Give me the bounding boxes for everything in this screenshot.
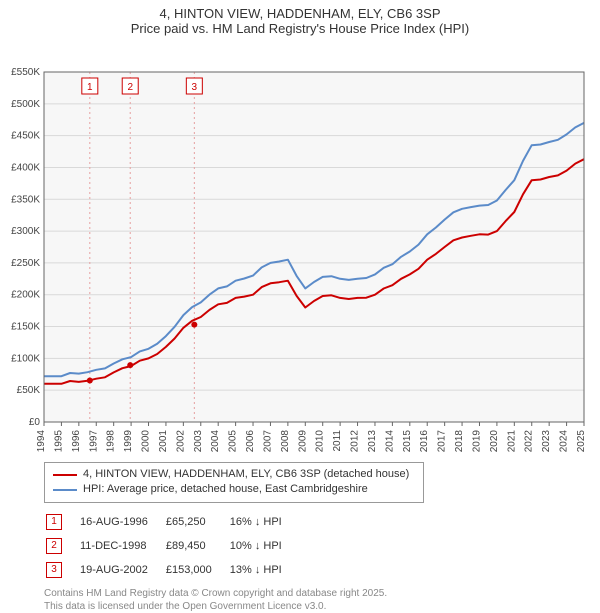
svg-text:2003: 2003 — [193, 430, 204, 453]
svg-text:2006: 2006 — [245, 430, 256, 453]
anno-delta: 16% ↓ HPI — [230, 511, 298, 533]
legend-swatch — [53, 474, 77, 476]
anno-price: £89,450 — [166, 535, 228, 557]
table-row: 3 19-AUG-2002£153,00013% ↓ HPI — [46, 559, 298, 581]
anno-price: £153,000 — [166, 559, 228, 581]
table-row: 1 16-AUG-1996£65,25016% ↓ HPI — [46, 511, 298, 533]
marker-badge: 3 — [46, 562, 62, 578]
svg-text:2008: 2008 — [280, 430, 291, 453]
anno-date: 19-AUG-2002 — [80, 559, 164, 581]
svg-text:2004: 2004 — [210, 430, 221, 453]
svg-text:1995: 1995 — [53, 430, 64, 453]
svg-text:2005: 2005 — [228, 430, 239, 453]
chart-title: 4, HINTON VIEW, HADDENHAM, ELY, CB6 3SP — [0, 6, 600, 21]
svg-text:2010: 2010 — [315, 430, 326, 453]
svg-text:2023: 2023 — [541, 430, 552, 453]
line-chart-svg: £0 £50K £100K £150K £200K £250K £300K £350K £400… — [0, 36, 600, 456]
svg-text:2007: 2007 — [262, 430, 273, 453]
footer-line2: This data is licensed under the Open Gov… — [44, 600, 600, 613]
svg-text:2012: 2012 — [350, 430, 361, 453]
svg-text:2024: 2024 — [559, 430, 570, 453]
svg-text:2017: 2017 — [437, 430, 448, 453]
svg-text:2019: 2019 — [471, 430, 482, 453]
legend-label: 4, HINTON VIEW, HADDENHAM, ELY, CB6 3SP … — [83, 467, 409, 482]
svg-text:1998: 1998 — [106, 430, 117, 453]
legend-swatch — [53, 489, 77, 491]
legend-item: 4, HINTON VIEW, HADDENHAM, ELY, CB6 3SP … — [53, 467, 415, 482]
footer-attribution: Contains HM Land Registry data © Crown c… — [44, 587, 600, 613]
svg-text:£250K: £250K — [11, 258, 40, 269]
marker-badge: 2 — [46, 538, 62, 554]
svg-text:£200K: £200K — [11, 290, 40, 301]
svg-text:2018: 2018 — [454, 430, 465, 453]
chart-area: £0 £50K £100K £150K £200K £250K £300K £350K £400… — [0, 36, 600, 456]
svg-text:2013: 2013 — [367, 430, 378, 453]
svg-text:£150K: £150K — [11, 322, 40, 333]
svg-text:2022: 2022 — [524, 430, 535, 453]
svg-text:2001: 2001 — [158, 430, 169, 453]
svg-text:2002: 2002 — [175, 430, 186, 453]
anno-delta: 10% ↓ HPI — [230, 535, 298, 557]
svg-text:2000: 2000 — [141, 430, 152, 453]
svg-text:£300K: £300K — [11, 226, 40, 237]
svg-text:2009: 2009 — [297, 430, 308, 453]
svg-text:2011: 2011 — [332, 430, 343, 452]
table-row: 2 11-DEC-1998£89,45010% ↓ HPI — [46, 535, 298, 557]
svg-text:£350K: £350K — [11, 194, 40, 205]
svg-text:2014: 2014 — [384, 430, 395, 453]
svg-text:1994: 1994 — [36, 430, 47, 453]
svg-text:£50K: £50K — [17, 385, 41, 396]
legend: 4, HINTON VIEW, HADDENHAM, ELY, CB6 3SP … — [44, 462, 424, 503]
svg-text:2021: 2021 — [506, 430, 517, 453]
svg-text:2016: 2016 — [419, 430, 430, 453]
svg-text:3: 3 — [192, 82, 198, 93]
svg-text:2020: 2020 — [489, 430, 500, 453]
annotations-table: 1 16-AUG-1996£65,25016% ↓ HPI 2 11-DEC-1998… — [44, 509, 300, 583]
legend-item: HPI: Average price, detached house, East… — [53, 482, 415, 497]
legend-label: HPI: Average price, detached house, East… — [83, 482, 368, 497]
svg-text:£100K: £100K — [11, 353, 40, 364]
anno-price: £65,250 — [166, 511, 228, 533]
anno-delta: 13% ↓ HPI — [230, 559, 298, 581]
svg-text:1997: 1997 — [88, 430, 99, 453]
svg-text:£400K: £400K — [11, 162, 40, 173]
svg-text:2015: 2015 — [402, 430, 413, 453]
svg-text:1996: 1996 — [71, 430, 82, 453]
svg-text:£450K: £450K — [11, 131, 40, 142]
svg-text:£550K: £550K — [11, 67, 40, 78]
anno-date: 16-AUG-1996 — [80, 511, 164, 533]
svg-text:1999: 1999 — [123, 430, 134, 453]
title-block: 4, HINTON VIEW, HADDENHAM, ELY, CB6 3SP … — [0, 0, 600, 36]
anno-date: 11-DEC-1998 — [80, 535, 164, 557]
svg-text:2: 2 — [127, 82, 133, 93]
svg-text:1: 1 — [87, 82, 93, 93]
marker-badge: 1 — [46, 514, 62, 530]
svg-text:£500K: £500K — [11, 99, 40, 110]
chart-subtitle: Price paid vs. HM Land Registry's House … — [0, 21, 600, 36]
svg-text:£0: £0 — [29, 417, 41, 428]
footer-line1: Contains HM Land Registry data © Crown c… — [44, 587, 600, 600]
svg-text:2025: 2025 — [576, 430, 587, 453]
